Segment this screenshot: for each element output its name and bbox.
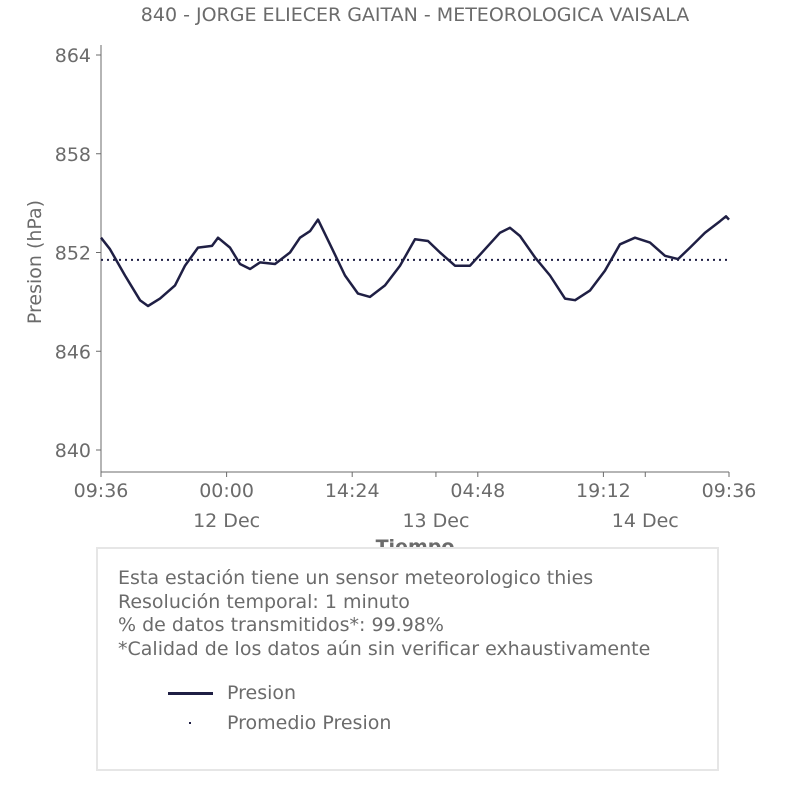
legend-item-promedio: Promedio Presion (168, 711, 391, 735)
y-tick-label: 864 (55, 45, 91, 67)
legend-label-presion: Presion (227, 682, 297, 704)
info-legend-box: Esta estación tiene un sensor meteorolog… (96, 547, 719, 771)
x-date-label: 14 Dec (612, 510, 679, 532)
x-tick-label: 04:48 (450, 480, 505, 502)
y-tick-label: 858 (55, 144, 91, 166)
note-resolution: Resolución temporal: 1 minuto (118, 590, 410, 613)
y-tick-label: 840 (55, 440, 91, 462)
legend-line-swatch (168, 683, 213, 703)
y-axis-label: Presion (hPa) (24, 200, 46, 324)
chart-title: 840 - JORGE ELIECER GAITAN - METEOROLOGI… (141, 4, 689, 26)
x-tick-label: 19:12 (576, 480, 631, 502)
note-sensor: Esta estación tiene un sensor meteorolog… (118, 567, 594, 589)
note-quality: *Calidad de los datos aún sin verificar … (118, 637, 651, 660)
station-notes: Esta estación tiene un sensor meteorolog… (118, 567, 650, 661)
pressure-series-line (100, 215, 730, 308)
legend-item-presion: Presion (168, 681, 296, 705)
x-tick-label: 09:36 (702, 480, 757, 502)
x-tick-label: 00:00 (199, 480, 254, 502)
legend-label-promedio: Promedio Presion (227, 712, 392, 734)
y-tick-label: 852 (55, 243, 91, 265)
x-tick-label: 09:36 (74, 480, 129, 502)
x-date-label: 13 Dec (402, 510, 469, 532)
y-tick-label: 846 (55, 341, 91, 363)
x-tick-label: 14:24 (325, 480, 380, 502)
note-transmitted: % de datos transmitidos*: 99.98% (118, 614, 444, 636)
x-date-label: 12 Dec (193, 510, 260, 532)
legend-dot-swatch (168, 713, 213, 733)
